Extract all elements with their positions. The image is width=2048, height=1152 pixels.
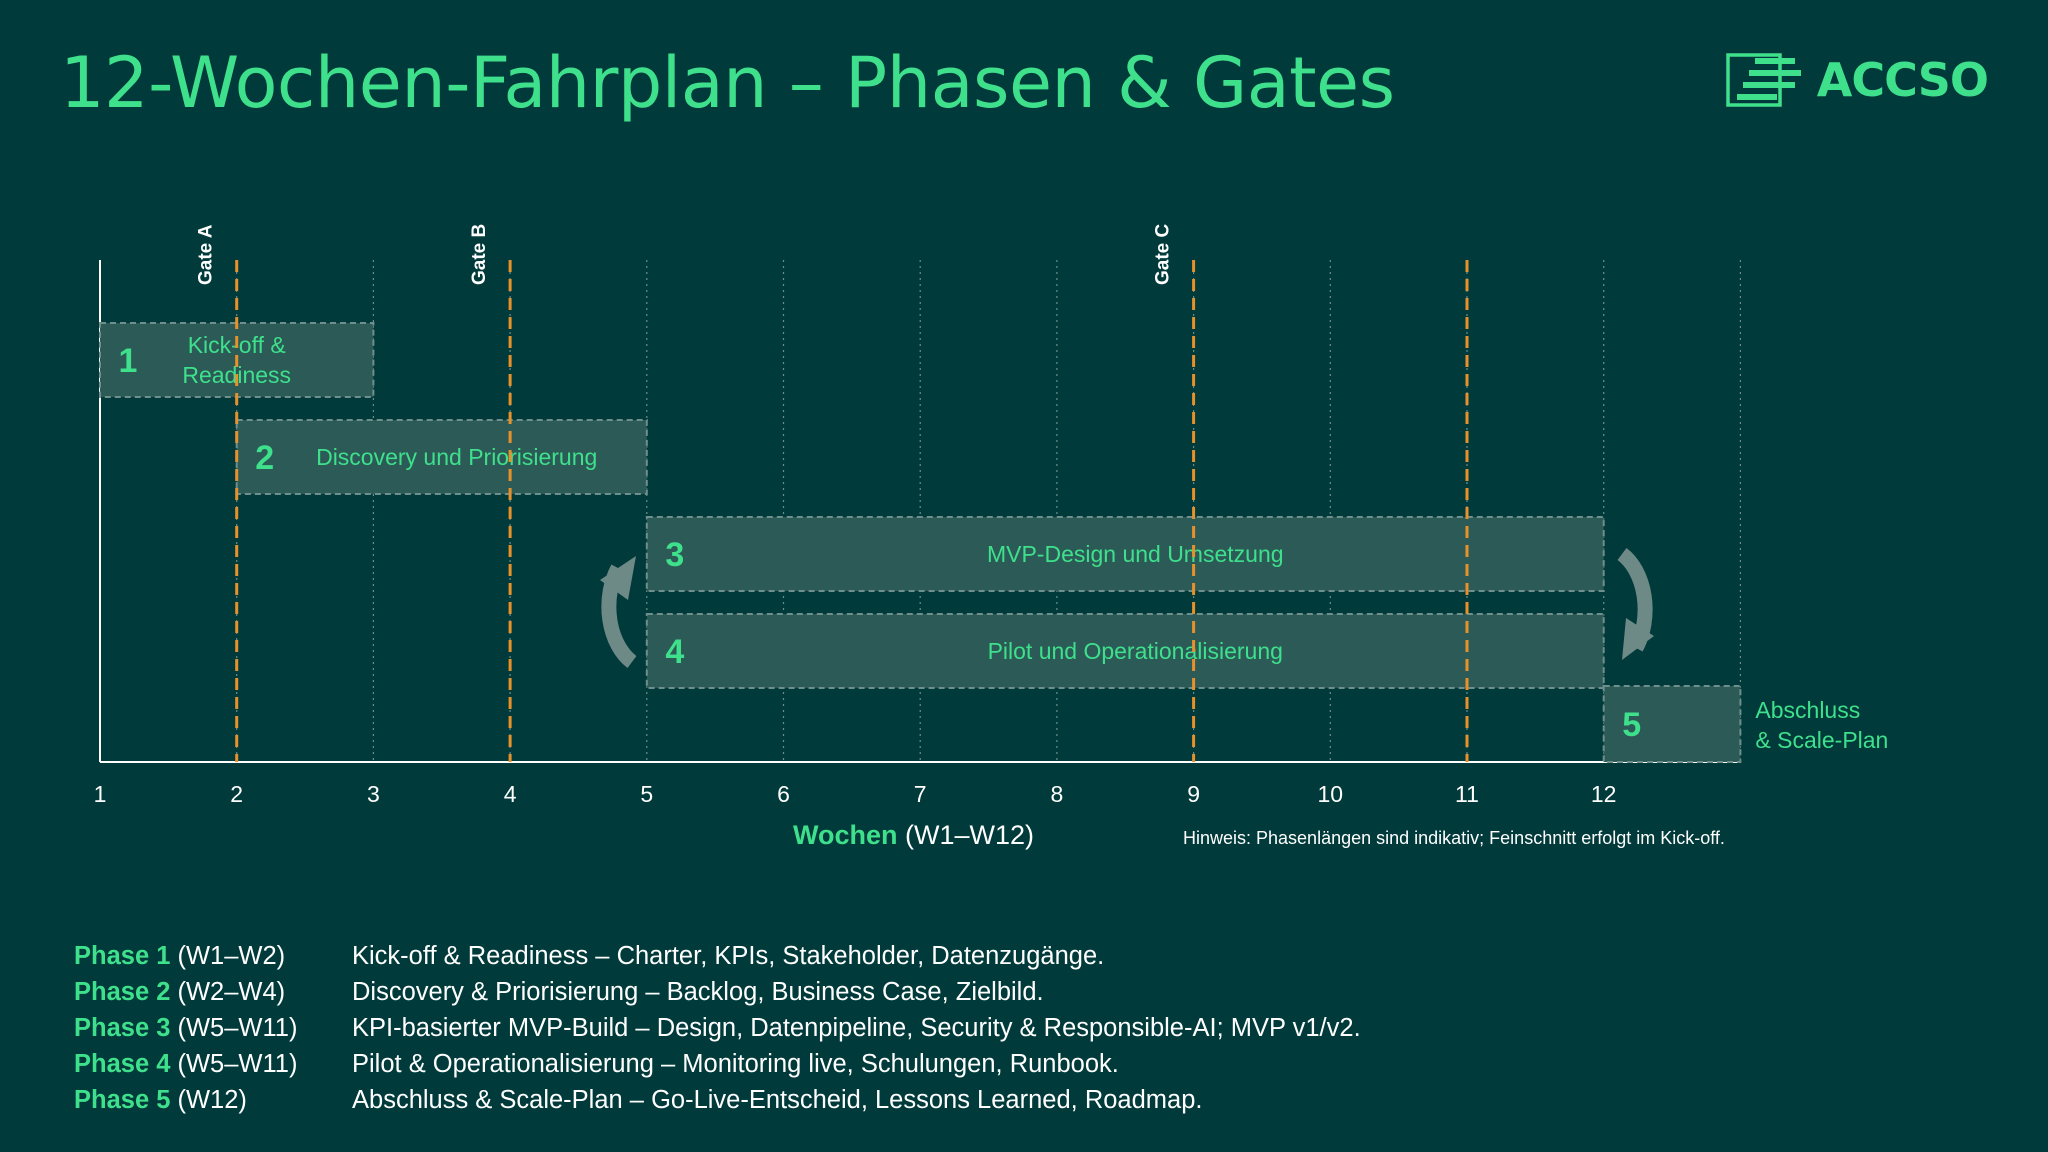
- legend-phase-description: Kick-off & Readiness – Charter, KPIs, St…: [352, 942, 1105, 970]
- legend-phase-name: Phase 2: [74, 978, 171, 1006]
- legend-phase-weeks: (W12): [177, 1086, 247, 1114]
- phase-box-4: [645, 613, 1605, 689]
- legend-phase-weeks: (W5–W11): [177, 1050, 298, 1078]
- phase-box-3: [645, 516, 1605, 592]
- phase-label-3: MVP-Design und Umsetzung: [987, 541, 1284, 567]
- hint-note: Hinweis: Phasenlängen sind indikativ; Fe…: [1183, 828, 1725, 848]
- legend-phase-name: Phase 3: [74, 1014, 171, 1042]
- phase-box-5: [1602, 685, 1742, 763]
- legend-phase-name: Phase 5: [74, 1086, 171, 1114]
- legend-row: Phase 2 (W2–W4) Discovery & Priorisierun…: [74, 974, 1361, 1010]
- phase-number-3: 3: [665, 536, 684, 574]
- x-tick-label: 3: [367, 781, 380, 807]
- x-tick-label: 8: [1051, 781, 1064, 807]
- phase-legend: Phase 1 (W1–W2) Kick-off & Readiness – C…: [74, 938, 1361, 1118]
- page-title: 12-Wochen-Fahrplan – Phasen & Gates: [60, 42, 1395, 124]
- legend-phase-description: Pilot & Operationalisierung – Monitoring…: [352, 1050, 1119, 1078]
- iteration-arrow-right-head: [1622, 618, 1654, 660]
- phase-number-4: 4: [665, 633, 684, 671]
- x-tick-label: 9: [1187, 781, 1200, 807]
- x-tick-label: 5: [640, 781, 653, 807]
- logo: ACCSO: [1725, 52, 1989, 108]
- legend-phase-description: Abschluss & Scale-Plan – Go-Live-Entsche…: [352, 1086, 1203, 1114]
- phase-number-2: 2: [255, 439, 274, 477]
- logo-wordmark: ACCSO: [1816, 53, 1989, 107]
- gate-label: Gate B: [469, 224, 490, 285]
- phase-box-2: [235, 419, 648, 495]
- legend-phase-description: KPI-basierter MVP-Build – Design, Datenp…: [352, 1014, 1361, 1042]
- legend-row: Phase 4 (W5–W11) Pilot & Operationalisie…: [74, 1046, 1361, 1082]
- legend-phase-name: Phase 4: [74, 1050, 171, 1078]
- x-tick-label: 1: [94, 781, 107, 807]
- x-tick-label: 4: [504, 781, 517, 807]
- x-axis-title: Wochen (W1–W12): [793, 820, 1034, 850]
- x-tick-label: 12: [1591, 781, 1617, 807]
- x-tick-label: 11: [1455, 781, 1479, 807]
- phase-label-2: Discovery und Priorisierung: [316, 444, 597, 470]
- iteration-arrow-left-head: [600, 556, 636, 600]
- x-tick-label: 2: [230, 781, 243, 807]
- legend-phase-weeks: (W1–W2): [177, 942, 286, 970]
- x-tick-label: 7: [914, 781, 927, 807]
- legend-row: Phase 3 (W5–W11) KPI-basierter MVP-Build…: [74, 1010, 1361, 1046]
- phase-label-5: & Scale-Plan: [1755, 727, 1888, 753]
- x-axis-title-bold: Wochen: [793, 820, 898, 850]
- legend-row: Phase 5 (W12) Abschluss & Scale-Plan – G…: [74, 1082, 1361, 1118]
- accso-logo-icon: [1726, 53, 1801, 107]
- phase-label-5: Abschluss: [1755, 697, 1860, 723]
- x-axis-title-range: (W1–W12): [898, 820, 1035, 850]
- legend-phase-description: Discovery & Priorisierung – Backlog, Bus…: [352, 978, 1044, 1006]
- phase-number-5: 5: [1622, 706, 1641, 744]
- legend-phase-weeks: (W5–W11): [177, 1014, 298, 1042]
- gate-label: Gate C: [1153, 223, 1174, 285]
- legend-phase-weeks: (W2–W4): [177, 978, 286, 1006]
- gate-label: Gate A: [196, 224, 217, 285]
- phase-number-1: 1: [119, 342, 138, 380]
- legend-row: Phase 1 (W1–W2) Kick-off & Readiness – C…: [74, 938, 1361, 974]
- x-tick-label: 10: [1318, 781, 1344, 807]
- phase-label-4: Pilot und Operationalisierung: [988, 638, 1283, 664]
- legend-phase-name: Phase 1: [74, 942, 171, 970]
- x-tick-label: 6: [777, 781, 790, 807]
